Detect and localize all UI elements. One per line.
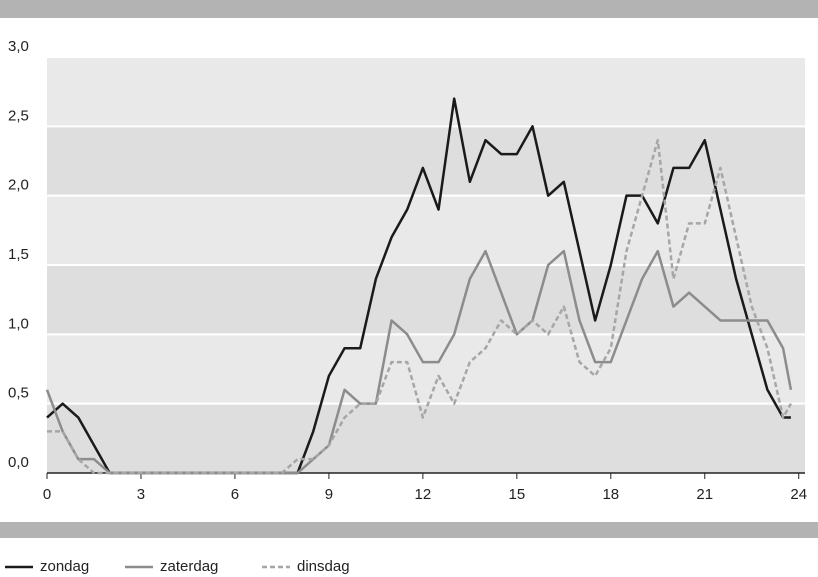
y-tick-label: 0,5 xyxy=(8,385,29,402)
x-tick-label: 15 xyxy=(508,486,525,503)
y-tick-label: 2,0 xyxy=(8,177,29,194)
plot-band xyxy=(47,265,805,335)
x-tick-label: 9 xyxy=(325,486,333,503)
y-tick-label: 1,5 xyxy=(8,246,29,263)
x-tick-label: 12 xyxy=(415,486,432,503)
plot-band xyxy=(47,126,805,196)
x-tick-label: 3 xyxy=(137,486,145,503)
y-tick-label: 2,5 xyxy=(8,107,29,124)
top-band xyxy=(0,0,818,18)
y-tick-label: 1,0 xyxy=(8,315,29,332)
plot-band xyxy=(47,334,805,404)
plot-band xyxy=(47,403,805,473)
y-tick-label: 0,0 xyxy=(8,454,29,471)
y-tick-label: 3,0 xyxy=(8,38,29,55)
x-tick-label: 24 xyxy=(790,486,807,503)
x-tick-label: 0 xyxy=(43,486,51,503)
legend-label: zondag xyxy=(40,558,89,575)
series-line xyxy=(47,138,792,475)
bottom-band xyxy=(0,522,818,538)
x-tick-label: 18 xyxy=(602,486,619,503)
x-tick-label: 21 xyxy=(696,486,713,503)
legend-label: zaterdag xyxy=(160,558,218,575)
plot-band xyxy=(47,195,805,265)
plot-band xyxy=(47,57,805,127)
x-tick-label: 6 xyxy=(231,486,239,503)
legend-label: dinsdag xyxy=(297,558,350,575)
